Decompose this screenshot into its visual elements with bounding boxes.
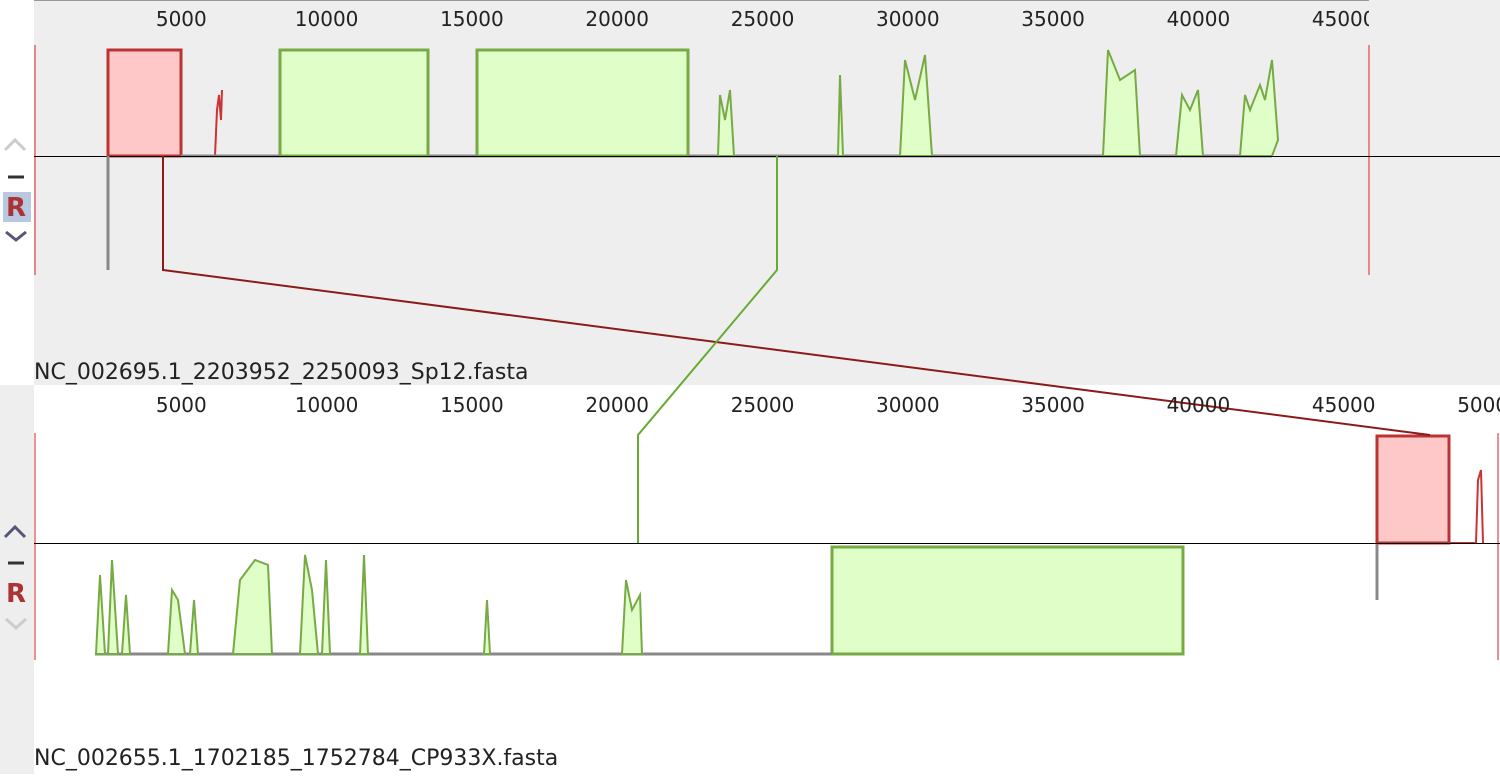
tick-label: 5000 (156, 7, 207, 31)
move-down-button[interactable] (5, 230, 27, 242)
move-up-button[interactable] (3, 137, 27, 152)
tick-label: 15000 (440, 7, 504, 31)
lcb-block-green (278, 48, 430, 158)
ruler-ticks: 5000 10000 15000 20000 25000 30000 35000 40000 4… (156, 7, 1376, 31)
tick-label: 40000 (1167, 7, 1231, 31)
lcb-connector (637, 156, 778, 543)
reverse-button[interactable]: R (6, 579, 26, 609)
tick-label: 15000 (440, 393, 504, 417)
reverse-button-bg[interactable] (3, 192, 31, 222)
lcb-spikes (94, 554, 644, 655)
ruler-ticks: 5000 10000 15000 20000 25000 30000 35000 40000 4… (156, 393, 1500, 417)
tick-label: 40000 (1167, 393, 1231, 417)
lcb-block-green (830, 545, 1185, 656)
lcb-spike (1449, 469, 1484, 544)
move-down-button[interactable] (4, 617, 28, 631)
tick-label: 35000 (1021, 7, 1085, 31)
lcb-block-red (1375, 434, 1451, 545)
file-name: NC_002695.1_2203952_2250093_Sp12.fasta (34, 360, 528, 385)
tick-label: 45000 (1312, 7, 1376, 31)
reverse-button[interactable]: R (6, 193, 26, 223)
tick-label: 25000 (731, 7, 795, 31)
panel-top-bg (34, 0, 1500, 385)
sidebar-bottom (0, 385, 34, 774)
move-up-button[interactable] (3, 524, 27, 539)
tick-label: 10000 (295, 393, 359, 417)
tick-label: 5000 (156, 393, 207, 417)
tick-label: 10000 (295, 7, 359, 31)
tick-label: 30000 (876, 7, 940, 31)
lcb-connector (162, 156, 1431, 436)
tick-label: 35000 (1021, 393, 1085, 417)
tick-label: 20000 (585, 393, 649, 417)
file-name: NC_002655.1_1702185_1752784_CP933X.fasta (34, 746, 558, 771)
tick-label: 45000 (1312, 393, 1376, 417)
tick-label: 20000 (585, 7, 649, 31)
sidebar-bottom-controls: R (3, 524, 28, 631)
lcb-spike (214, 89, 223, 157)
tick-label: 25000 (731, 393, 795, 417)
tick-label: 30000 (876, 393, 940, 417)
sidebar-top: R (3, 137, 31, 242)
lcb-block-red (106, 48, 183, 158)
lcb-block-green (475, 48, 690, 158)
tick-label: 50000 (1457, 393, 1500, 417)
